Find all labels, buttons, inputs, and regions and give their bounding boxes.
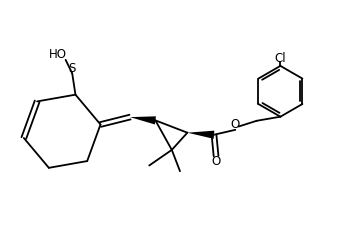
Polygon shape (188, 131, 214, 139)
Text: O: O (231, 118, 240, 131)
Polygon shape (130, 116, 156, 124)
Text: HO: HO (49, 48, 67, 61)
Text: O: O (211, 155, 221, 168)
Text: S: S (68, 61, 76, 75)
Text: Cl: Cl (275, 52, 286, 65)
